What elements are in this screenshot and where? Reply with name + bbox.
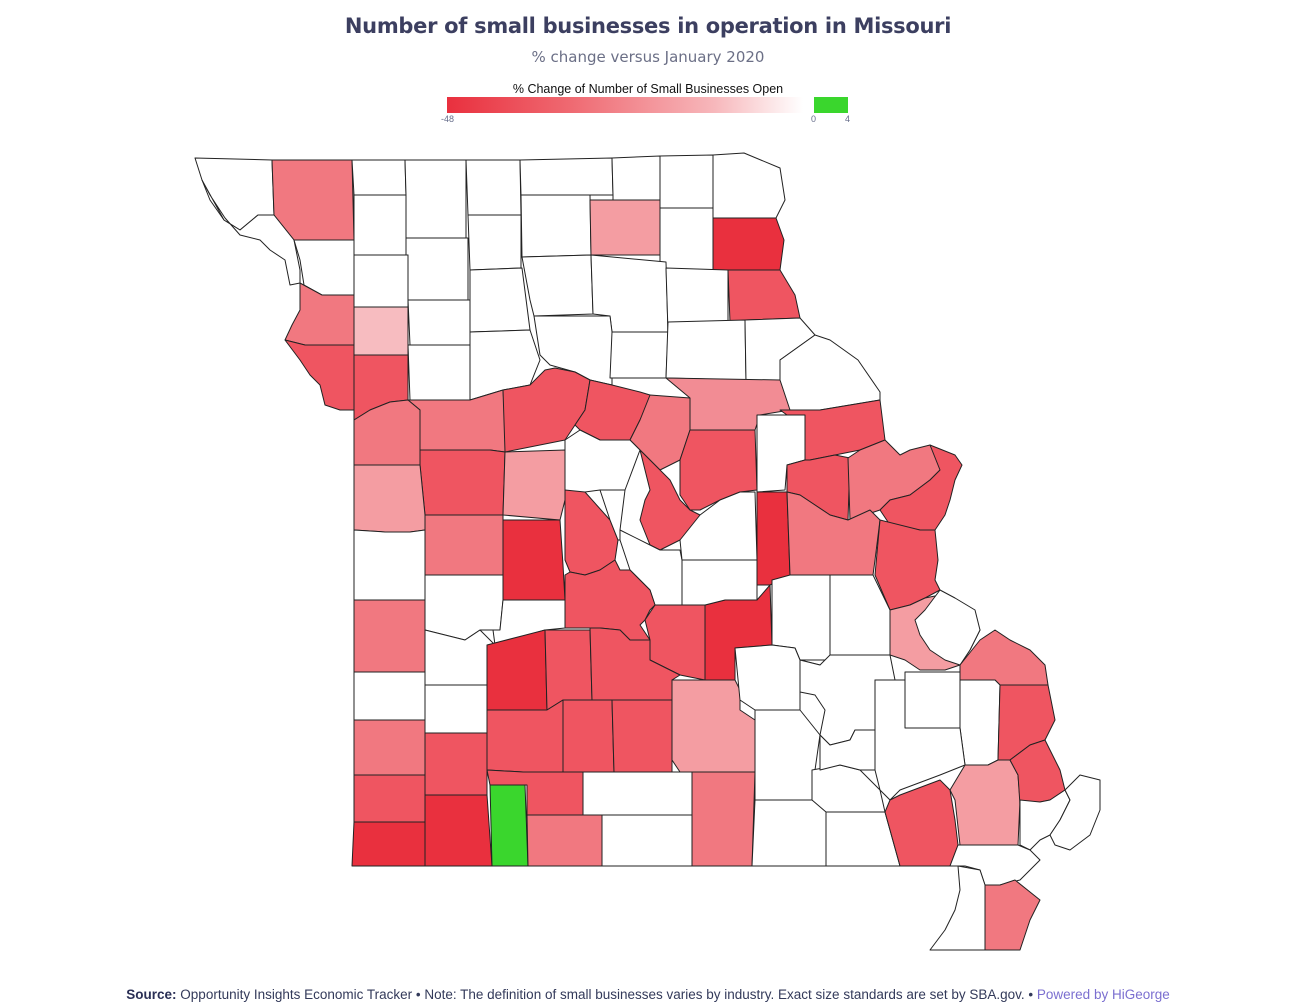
county-shape[interactable] bbox=[659, 207, 714, 271]
county-shape[interactable] bbox=[611, 155, 661, 208]
county-shape[interactable] bbox=[424, 794, 493, 867]
powered-by-link[interactable]: Powered by HiGeorge bbox=[1036, 987, 1170, 1002]
county-shape[interactable] bbox=[811, 764, 886, 813]
county-shape[interactable] bbox=[959, 679, 1001, 766]
county-shape[interactable] bbox=[424, 514, 504, 576]
county-shape[interactable] bbox=[469, 267, 531, 333]
legend-tick-max: 4 bbox=[845, 114, 851, 124]
county-shape[interactable] bbox=[502, 449, 566, 521]
county-shape[interactable] bbox=[609, 331, 669, 379]
source-text: Opportunity Insights Economic Tracker • … bbox=[180, 987, 1034, 1002]
county-shape[interactable] bbox=[874, 679, 966, 801]
county-shape[interactable] bbox=[467, 214, 522, 271]
county-shape[interactable] bbox=[201, 179, 301, 286]
county-shape[interactable] bbox=[502, 519, 566, 601]
county-shape[interactable] bbox=[884, 779, 959, 867]
county-shape[interactable] bbox=[1049, 774, 1101, 851]
legend-negative-gradient bbox=[447, 97, 803, 113]
county-shape[interactable] bbox=[424, 574, 504, 641]
county-shape[interactable] bbox=[544, 629, 593, 711]
county-shape[interactable] bbox=[404, 159, 467, 239]
county-shape[interactable] bbox=[949, 759, 1021, 846]
county-shape[interactable] bbox=[486, 699, 564, 773]
county-shape[interactable] bbox=[353, 254, 409, 308]
county-shape[interactable] bbox=[353, 671, 426, 721]
county-shape[interactable] bbox=[611, 699, 673, 773]
county-shape[interactable] bbox=[751, 799, 827, 867]
legend-tick-zero: 0 bbox=[811, 114, 817, 124]
county-shape[interactable] bbox=[353, 774, 426, 823]
county-shape[interactable] bbox=[904, 671, 961, 729]
county-shape[interactable] bbox=[691, 771, 756, 867]
county-shape[interactable] bbox=[405, 237, 469, 301]
county-shape[interactable] bbox=[929, 865, 986, 951]
county-shape[interactable] bbox=[659, 154, 714, 209]
county-shape[interactable] bbox=[407, 344, 471, 401]
legend-positive-swatch bbox=[814, 97, 848, 113]
county-shape[interactable] bbox=[353, 306, 409, 356]
county-shape[interactable] bbox=[519, 157, 614, 196]
county-shape[interactable] bbox=[351, 821, 426, 867]
legend-tick-min: -48 bbox=[441, 114, 455, 124]
county-shape[interactable] bbox=[754, 709, 821, 801]
county-shape[interactable] bbox=[756, 491, 791, 586]
county-shape[interactable] bbox=[665, 319, 747, 381]
county-shape[interactable] bbox=[712, 217, 785, 271]
county-shape[interactable] bbox=[521, 254, 594, 317]
county-shape[interactable] bbox=[465, 159, 522, 216]
county-shape[interactable] bbox=[353, 599, 426, 673]
county-shape[interactable] bbox=[589, 199, 661, 256]
county-shape[interactable] bbox=[353, 464, 426, 533]
county-shape[interactable] bbox=[284, 339, 355, 411]
county-shape[interactable] bbox=[351, 159, 407, 196]
county-shape[interactable] bbox=[419, 449, 506, 516]
county-shape[interactable] bbox=[681, 559, 758, 606]
county-shape[interactable] bbox=[582, 771, 693, 816]
county-shape[interactable] bbox=[601, 814, 693, 867]
county-shape[interactable] bbox=[353, 194, 407, 256]
county-shape[interactable] bbox=[407, 299, 471, 346]
legend-title: % Change of Number of Small Businesses O… bbox=[512, 82, 784, 96]
county-shape[interactable] bbox=[679, 429, 758, 511]
county-shape[interactable] bbox=[914, 589, 981, 666]
county-shape[interactable] bbox=[489, 784, 529, 867]
county-shape[interactable] bbox=[520, 194, 592, 258]
county-shape[interactable] bbox=[727, 269, 801, 323]
chart-title: Number of small businesses in operation … bbox=[344, 14, 952, 38]
county-shape[interactable] bbox=[424, 684, 488, 734]
county-shape[interactable] bbox=[424, 629, 496, 686]
county-shape[interactable] bbox=[353, 529, 426, 601]
county-shape[interactable] bbox=[984, 879, 1041, 951]
county-shape[interactable] bbox=[424, 732, 488, 796]
county-shape[interactable] bbox=[712, 152, 786, 219]
county-shape[interactable] bbox=[526, 814, 603, 867]
missouri-county-map bbox=[194, 152, 1101, 951]
source-label: Source: bbox=[126, 987, 177, 1002]
county-shape[interactable] bbox=[562, 699, 615, 773]
chart-subtitle: % change versus January 2020 bbox=[531, 48, 765, 66]
county-shape[interactable] bbox=[353, 719, 426, 776]
source-footer: Source: Opportunity Insights Economic Tr… bbox=[0, 987, 1296, 1002]
